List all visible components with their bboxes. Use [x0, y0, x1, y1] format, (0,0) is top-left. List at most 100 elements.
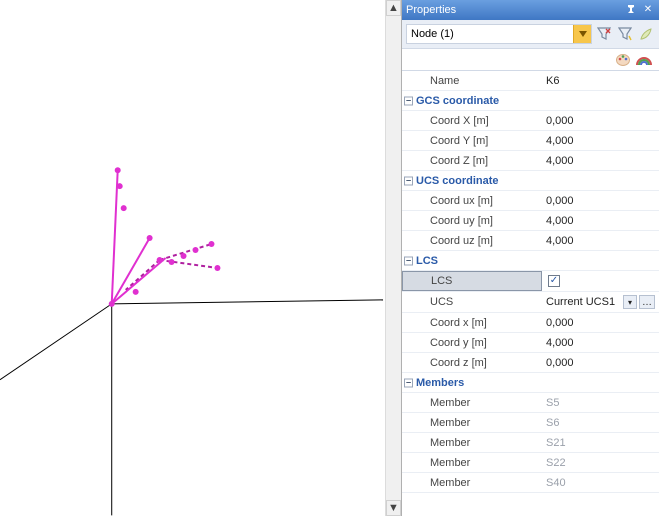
property-label: Member — [402, 413, 542, 432]
viewport-3d[interactable]: ▲ ▼ — [0, 0, 402, 516]
section-header[interactable]: −UCS coordinate — [402, 171, 659, 191]
property-row: Coord uy [m] 4,000 — [402, 211, 659, 231]
property-label: Name — [402, 71, 542, 90]
selection-text: Node (1) — [411, 28, 454, 40]
viewport-canvas — [0, 0, 401, 516]
funnel-clear-icon[interactable] — [595, 25, 613, 43]
scroll-up-icon[interactable]: ▲ — [386, 0, 401, 16]
property-row: Coord Y [m] 4,000 — [402, 131, 659, 151]
selection-dropdown[interactable]: Node (1) — [406, 24, 592, 44]
property-value[interactable]: S21 — [542, 433, 659, 452]
funnel-icon[interactable] — [616, 25, 634, 43]
property-label: Coord z [m] — [402, 353, 542, 372]
palette-icon[interactable] — [615, 51, 633, 69]
property-label: Coord uy [m] — [402, 211, 542, 230]
property-grid: NameK6−GCS coordinateCoord X [m]0,000Coo… — [402, 71, 659, 516]
value-text: 0,000 — [546, 357, 574, 369]
property-row: Member S22 — [402, 453, 659, 473]
collapse-icon[interactable]: − — [404, 176, 413, 185]
chevron-down-icon[interactable] — [573, 25, 591, 43]
property-value[interactable] — [542, 271, 659, 291]
property-value[interactable] — [542, 373, 659, 392]
value-text: S5 — [546, 397, 559, 409]
property-value[interactable]: K6 — [542, 71, 659, 90]
value-text: 0,000 — [546, 115, 574, 127]
ellipsis-button[interactable]: … — [639, 295, 655, 309]
property-label: Coord ux [m] — [402, 191, 542, 210]
property-row: Coord Z [m]4,000 — [402, 151, 659, 171]
collapse-icon[interactable]: − — [404, 378, 413, 387]
property-value[interactable] — [542, 171, 659, 190]
scroll-down-icon[interactable]: ▼ — [386, 500, 401, 516]
property-label: Coord Y [m] — [402, 131, 542, 150]
property-label: −UCS coordinate — [402, 171, 542, 190]
property-value[interactable]: 0,000 — [542, 313, 659, 332]
property-value[interactable]: 4,000 — [542, 211, 659, 230]
property-label: Member — [402, 453, 542, 472]
panel-titlebar[interactable]: Properties ✕ — [402, 0, 659, 20]
value-text: K6 — [546, 75, 559, 87]
property-label: LCS — [402, 271, 542, 291]
property-value[interactable]: 0,000 — [542, 111, 659, 130]
value-text: 4,000 — [546, 135, 574, 147]
property-value[interactable]: S6 — [542, 413, 659, 432]
property-row: Coord y [m] 4,000 — [402, 333, 659, 353]
property-label: Member — [402, 393, 542, 412]
property-value[interactable]: 4,000 — [542, 333, 659, 352]
property-label: Coord uz [m] — [402, 231, 542, 250]
property-label: −Members — [402, 373, 542, 392]
selector-row: Node (1) — [402, 20, 659, 49]
property-value[interactable]: S40 — [542, 473, 659, 492]
value-text: S40 — [546, 477, 566, 489]
section-header[interactable]: −GCS coordinate — [402, 91, 659, 111]
value-text: 4,000 — [546, 215, 574, 227]
property-label: −GCS coordinate — [402, 91, 542, 110]
value-text: 0,000 — [546, 195, 574, 207]
value-text: 0,000 — [546, 317, 574, 329]
scroll-track[interactable] — [386, 16, 401, 500]
chevron-down-icon[interactable]: ▾ — [623, 295, 637, 309]
property-value[interactable]: 0,000 — [542, 191, 659, 210]
property-row: Coord ux [m] 0,000 — [402, 191, 659, 211]
property-row: Coord x [m] 0,000 — [402, 313, 659, 333]
property-label: Member — [402, 473, 542, 492]
collapse-icon[interactable]: − — [404, 256, 413, 265]
rainbow-icon[interactable] — [635, 51, 653, 69]
property-value[interactable] — [542, 91, 659, 110]
viewport-scrollbar[interactable]: ▲ ▼ — [385, 0, 401, 516]
close-icon[interactable]: ✕ — [641, 3, 655, 17]
checkbox[interactable] — [548, 275, 560, 287]
value-text: 4,000 — [546, 235, 574, 247]
section-header[interactable]: −Members — [402, 373, 659, 393]
property-value[interactable]: 0,000 — [542, 353, 659, 372]
value-text: 4,000 — [546, 337, 574, 349]
property-row: Coord X [m] 0,000 — [402, 111, 659, 131]
property-value[interactable]: S22 — [542, 453, 659, 472]
property-row: Member S5 — [402, 393, 659, 413]
property-label: Coord x [m] — [402, 313, 542, 332]
pin-icon[interactable] — [624, 3, 638, 17]
property-label: −LCS — [402, 251, 542, 270]
property-value[interactable] — [542, 251, 659, 270]
section-header[interactable]: −LCS — [402, 251, 659, 271]
property-value[interactable]: 4,000 — [542, 131, 659, 150]
property-label: UCS — [402, 292, 542, 312]
value-text: S6 — [546, 417, 559, 429]
property-row: Member S40 — [402, 473, 659, 493]
property-value[interactable]: 4,000 — [542, 151, 659, 170]
collapse-icon[interactable]: − — [404, 96, 413, 105]
property-row: Coord uz [m] 4,000 — [402, 231, 659, 251]
property-value[interactable]: Current UCS1▾… — [542, 292, 659, 312]
property-value[interactable]: 4,000 — [542, 231, 659, 250]
value-text: S22 — [546, 457, 566, 469]
property-row: Coord z [m] 0,000 — [402, 353, 659, 373]
dropdown-value: Current UCS1 — [546, 296, 621, 308]
property-row: Name K6 — [402, 71, 659, 91]
property-label: Coord y [m] — [402, 333, 542, 352]
property-label: Coord Z [m] — [402, 151, 542, 170]
property-row: Member S6 — [402, 413, 659, 433]
property-value[interactable]: S5 — [542, 393, 659, 412]
feather-icon[interactable] — [637, 25, 655, 43]
property-row: UCSCurrent UCS1▾… — [402, 292, 659, 313]
property-label: Coord X [m] — [402, 111, 542, 130]
